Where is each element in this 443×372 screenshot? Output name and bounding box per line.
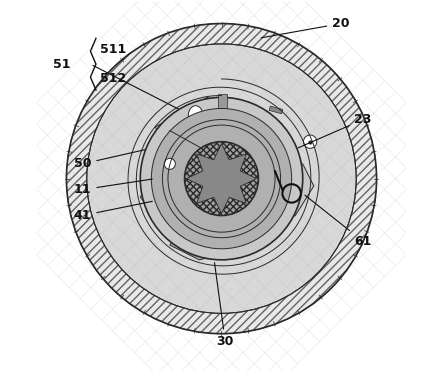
- Text: 512: 512: [100, 73, 126, 86]
- Circle shape: [140, 97, 303, 260]
- Polygon shape: [170, 193, 251, 260]
- Text: 61: 61: [305, 195, 372, 248]
- Text: 41: 41: [74, 201, 152, 222]
- Circle shape: [87, 44, 356, 313]
- Text: 511: 511: [100, 43, 126, 56]
- Circle shape: [164, 158, 175, 169]
- Text: 51: 51: [53, 58, 70, 71]
- Ellipse shape: [188, 106, 203, 126]
- Text: 30: 30: [214, 263, 234, 347]
- Polygon shape: [251, 164, 314, 230]
- Circle shape: [303, 135, 317, 148]
- Text: 11: 11: [74, 179, 152, 196]
- Circle shape: [185, 142, 258, 215]
- Text: 20: 20: [261, 17, 350, 38]
- Text: 23: 23: [298, 113, 372, 148]
- Wedge shape: [66, 23, 377, 334]
- FancyBboxPatch shape: [218, 94, 227, 114]
- Polygon shape: [140, 149, 199, 223]
- Text: 50: 50: [74, 150, 145, 170]
- Circle shape: [152, 109, 291, 249]
- Polygon shape: [155, 97, 229, 164]
- Polygon shape: [187, 144, 256, 214]
- Bar: [269, 106, 283, 114]
